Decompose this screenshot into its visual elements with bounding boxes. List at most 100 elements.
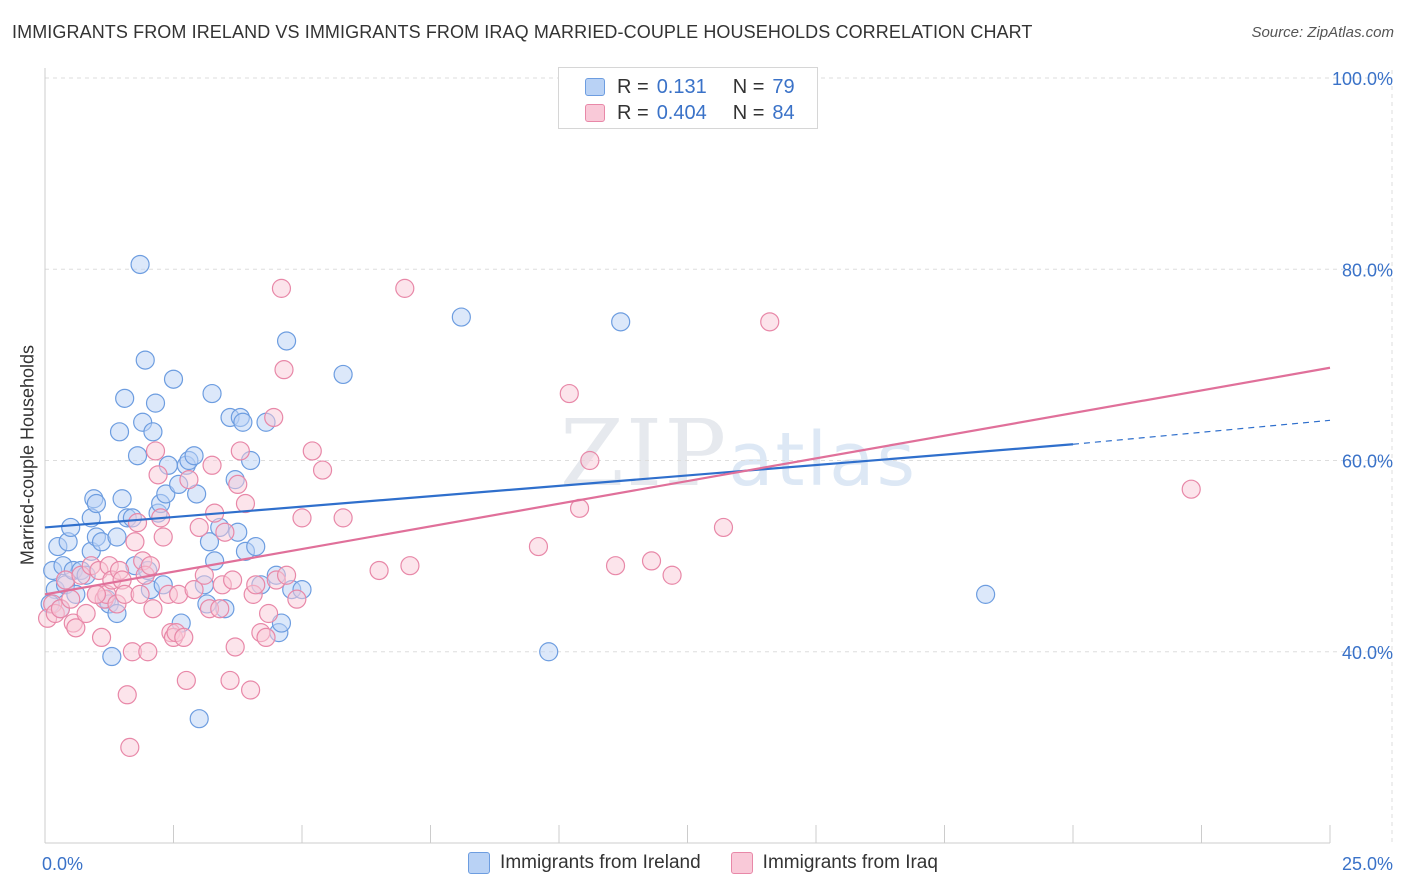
- iraq-point: [241, 680, 261, 700]
- r-value-ireland: 0.131: [656, 75, 707, 98]
- ireland-legend-swatch: [468, 852, 491, 874]
- ireland-point: [539, 642, 559, 662]
- ireland-point: [127, 446, 148, 466]
- iraq-point: [1181, 479, 1201, 499]
- r-label: R =: [617, 101, 649, 124]
- ireland-point: [109, 422, 130, 442]
- iraq-point: [179, 470, 199, 490]
- ireland-point: [107, 527, 127, 547]
- n-label: N =: [732, 101, 765, 124]
- ireland-point: [202, 383, 222, 404]
- ireland-swatch: [585, 78, 605, 96]
- iraq-point: [274, 360, 294, 380]
- y-tick-label: 60.0%: [1342, 452, 1393, 472]
- ireland-point: [145, 393, 166, 413]
- x-tick-label-max: 25.0%: [1342, 854, 1393, 874]
- ireland-point: [112, 489, 132, 509]
- iraq-point: [287, 589, 307, 609]
- legend-item-iraq: Immigrants from Iraq: [730, 852, 938, 874]
- n-value-ireland: 79: [772, 75, 795, 98]
- ireland-point: [199, 532, 220, 552]
- iraq-point: [86, 584, 107, 604]
- iraq-point: [194, 565, 214, 585]
- ireland-trend-extension: [1072, 419, 1331, 445]
- ireland-point: [156, 484, 176, 504]
- ireland-point: [189, 709, 209, 729]
- iraq-point: [145, 441, 166, 461]
- iraq-point: [215, 522, 235, 542]
- iraq-point: [91, 627, 112, 648]
- chart-title: IMMIGRANTS FROM IRELAND VS IMMIGRANTS FR…: [12, 22, 1033, 42]
- ireland-point: [102, 646, 122, 667]
- iraq-point: [140, 556, 160, 576]
- x-tick-label-min: 0.0%: [42, 854, 83, 874]
- trend-lines: [44, 366, 1331, 596]
- iraq-point: [125, 532, 145, 552]
- axes: [44, 68, 1331, 844]
- iraq-trend-line: [44, 366, 1331, 596]
- ireland-point: [163, 369, 184, 389]
- iraq-point: [528, 536, 549, 557]
- ireland-trend-line: [44, 443, 1074, 529]
- legend-item-ireland: Immigrants from Ireland: [468, 852, 701, 874]
- iraq-point: [138, 642, 158, 662]
- iraq-point: [228, 474, 248, 495]
- iraq-point: [153, 527, 173, 547]
- series-iraq-points: [37, 278, 1201, 757]
- tick-labels: 40.0% 60.0% 80.0% 100.0% 0.0% 25.0%: [42, 69, 1393, 874]
- iraq-point: [276, 565, 297, 585]
- ireland-point: [246, 536, 266, 557]
- r-label: R =: [617, 75, 649, 98]
- correlation-legend: R = 0.131 N = 79 R = 0.404 N = 84: [558, 67, 818, 129]
- iraq-point: [333, 508, 353, 528]
- iraq-point: [130, 584, 150, 604]
- legend-row-iraq: R = 0.404 N = 84: [585, 101, 795, 125]
- ireland-point: [184, 446, 204, 466]
- iraq-legend-swatch: [730, 852, 753, 874]
- iraq-point: [220, 670, 240, 691]
- iraq-point: [230, 441, 250, 461]
- iraq-point: [202, 455, 222, 475]
- iraq-point: [369, 560, 389, 581]
- iraq-point: [235, 493, 256, 514]
- ireland-point: [233, 412, 253, 432]
- iraq-point: [127, 513, 148, 533]
- iraq-point: [61, 589, 81, 609]
- iraq-point: [395, 278, 415, 298]
- iraq-point: [605, 556, 626, 576]
- iraq-point: [256, 627, 276, 648]
- iraq-point: [210, 599, 230, 619]
- ireland-point: [333, 364, 353, 385]
- source-label: Source: ZipAtlas.com: [1251, 24, 1394, 41]
- ireland-point: [276, 331, 297, 351]
- ireland-legend-label: Immigrants from Ireland: [500, 852, 701, 873]
- y-tick-label: 100.0%: [1332, 69, 1393, 89]
- iraq-point: [184, 579, 204, 600]
- ireland-point: [61, 517, 81, 538]
- iraq-point: [148, 465, 168, 485]
- ireland-point: [135, 350, 155, 370]
- iraq-legend-label: Immigrants from Iraq: [762, 852, 938, 873]
- ireland-point: [271, 613, 292, 633]
- iraq-point: [225, 637, 245, 657]
- legend-row-ireland: R = 0.131 N = 79: [585, 75, 795, 99]
- ireland-point: [451, 307, 471, 327]
- iraq-point: [76, 603, 96, 624]
- iraq-point: [246, 575, 266, 595]
- series-ireland-points: [40, 254, 996, 729]
- iraq-point: [760, 312, 780, 332]
- n-label: N =: [732, 75, 765, 98]
- iraq-point: [264, 407, 284, 428]
- iraq-point: [662, 565, 682, 585]
- ireland-point: [143, 422, 163, 442]
- iraq-point: [176, 670, 196, 691]
- ireland-point: [86, 493, 107, 514]
- iraq-point: [641, 551, 662, 571]
- iraq-point: [302, 441, 322, 461]
- iraq-point: [400, 556, 420, 576]
- ireland-point: [611, 312, 631, 332]
- iraq-point: [258, 603, 279, 624]
- series-legend: Immigrants from Ireland Immigrants from …: [0, 852, 1406, 874]
- iraq-point: [189, 517, 209, 538]
